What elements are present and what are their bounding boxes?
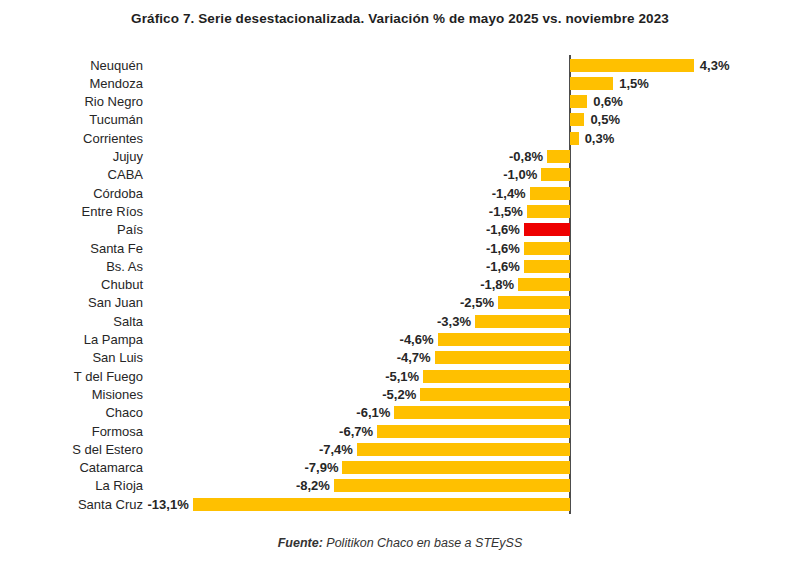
value-label: -1,6% (486, 257, 520, 276)
category-label-s-del-estero: S del Estero (0, 440, 143, 459)
value-label: -4,6% (400, 330, 434, 349)
bar (423, 370, 570, 383)
category-label-mendoza: Mendoza (0, 74, 143, 93)
bar (570, 59, 694, 72)
category-label-la-pampa: La Pampa (0, 330, 143, 349)
category-label-san-luis: San Luis (0, 348, 143, 367)
value-label: -1,6% (486, 220, 520, 239)
bar (524, 242, 570, 255)
value-label: -6,7% (339, 422, 373, 441)
category-label-bs-as: Bs. As (0, 257, 143, 276)
category-label-formosa: Formosa (0, 422, 143, 441)
category-label-tucumán: Tucumán (0, 110, 143, 129)
bar (570, 95, 587, 108)
bar (475, 315, 570, 328)
bar (193, 498, 570, 511)
category-label-rio-negro: Rio Negro (0, 92, 143, 111)
bar (394, 406, 570, 419)
category-label-corrientes: Corrientes (0, 129, 143, 148)
value-label: -5,1% (385, 367, 419, 386)
chart-source: Fuente: Politikon Chaco en base a STEySS (0, 536, 800, 550)
value-label: -5,2% (382, 385, 416, 404)
bar (527, 205, 570, 218)
bar (518, 278, 570, 291)
category-label-chubut: Chubut (0, 275, 143, 294)
category-label-t-del-fuego: T del Fuego (0, 367, 143, 386)
bar (524, 260, 570, 273)
category-label-entre-ríos: Entre Ríos (0, 202, 143, 221)
category-label-santa-cruz: Santa Cruz (0, 495, 143, 514)
bar (377, 425, 570, 438)
value-label: -8,2% (296, 476, 330, 495)
value-label: 1,5% (619, 74, 649, 93)
value-label: -1,5% (489, 202, 523, 221)
category-label-caba: CABA (0, 165, 143, 184)
chart-figure: Gráfico 7. Serie desestacionalizada. Var… (0, 0, 800, 562)
value-label: -3,3% (437, 312, 471, 331)
category-label-neuquén: Neuquén (0, 56, 143, 75)
value-label: -4,7% (397, 348, 431, 367)
value-label: 4,3% (700, 56, 730, 75)
source-prefix: Fuente: (278, 536, 323, 550)
category-label-córdoba: Córdoba (0, 184, 143, 203)
category-label-san-juan: San Juan (0, 293, 143, 312)
bar (570, 113, 584, 126)
value-label: -1,0% (503, 165, 537, 184)
value-label: -1,6% (486, 239, 520, 258)
value-label: -6,1% (356, 403, 390, 422)
value-label: 0,5% (590, 110, 620, 129)
bar (541, 168, 570, 181)
bar (530, 187, 570, 200)
value-label: -1,8% (480, 275, 514, 294)
value-label: -7,9% (305, 458, 339, 477)
bar (570, 77, 613, 90)
bar (334, 479, 570, 492)
value-label: -0,8% (509, 147, 543, 166)
category-label-país: País (0, 220, 143, 239)
value-label: -7,4% (319, 440, 353, 459)
category-label-la-rioja: La Rioja (0, 476, 143, 495)
category-label-misiones: Misiones (0, 385, 143, 404)
bar (435, 351, 570, 364)
bar-highlight (524, 223, 570, 236)
bar (357, 443, 570, 456)
category-label-jujuy: Jujuy (0, 147, 143, 166)
chart-area: Neuquén 4,3% Mendoza 1,5% Rio Negro 0,6% Tucum… (0, 0, 800, 562)
category-label-santa-fe: Santa Fe (0, 239, 143, 258)
value-label: -2,5% (460, 293, 494, 312)
value-label: -1,4% (492, 184, 526, 203)
value-label: 0,6% (593, 92, 623, 111)
value-label: 0,3% (585, 129, 615, 148)
bar (420, 388, 570, 401)
category-label-chaco: Chaco (0, 403, 143, 422)
category-label-catamarca: Catamarca (0, 458, 143, 477)
bar (498, 296, 570, 309)
bar (570, 132, 579, 145)
bar (342, 461, 570, 474)
value-label: -13,1% (148, 495, 189, 514)
bar (547, 150, 570, 163)
source-text: Politikon Chaco en base a STEySS (323, 536, 522, 550)
bar (438, 333, 570, 346)
category-label-salta: Salta (0, 312, 143, 331)
